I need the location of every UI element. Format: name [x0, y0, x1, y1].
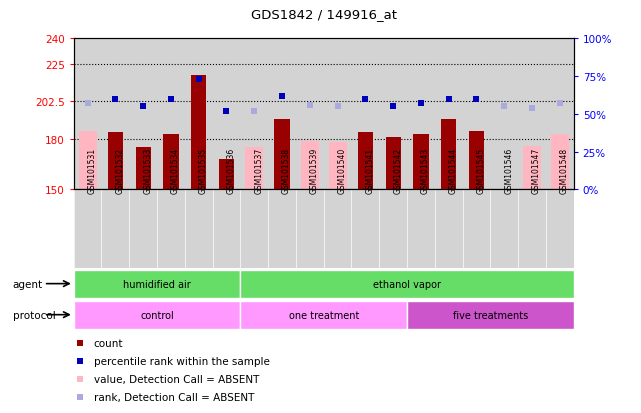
- Text: GSM101540: GSM101540: [338, 148, 347, 194]
- Bar: [551, 135, 569, 190]
- Text: control: control: [140, 310, 174, 320]
- Bar: [407, 301, 574, 329]
- Text: one treatment: one treatment: [288, 310, 359, 320]
- Text: ethanol vapor: ethanol vapor: [373, 279, 441, 289]
- Text: GSM101548: GSM101548: [560, 148, 569, 194]
- Text: GSM101543: GSM101543: [421, 148, 430, 194]
- Bar: [79, 131, 97, 190]
- Bar: [329, 143, 347, 190]
- Text: GSM101533: GSM101533: [143, 148, 152, 194]
- Bar: [246, 148, 263, 190]
- Text: GSM101531: GSM101531: [88, 148, 97, 194]
- Bar: [274, 120, 290, 190]
- Bar: [441, 120, 456, 190]
- Text: count: count: [94, 338, 123, 348]
- Bar: [413, 135, 429, 190]
- Bar: [385, 138, 401, 190]
- Bar: [74, 301, 240, 329]
- Text: five treatments: five treatments: [453, 310, 528, 320]
- Text: GSM101542: GSM101542: [393, 148, 402, 194]
- Bar: [135, 148, 151, 190]
- Bar: [163, 135, 179, 190]
- Text: value, Detection Call = ABSENT: value, Detection Call = ABSENT: [94, 374, 259, 384]
- Text: humidified air: humidified air: [123, 279, 191, 289]
- Bar: [301, 141, 319, 190]
- Text: percentile rank within the sample: percentile rank within the sample: [94, 356, 270, 366]
- Bar: [240, 270, 574, 298]
- Text: GSM101535: GSM101535: [199, 148, 208, 194]
- Bar: [74, 270, 240, 298]
- Text: GSM101541: GSM101541: [365, 148, 374, 194]
- Bar: [219, 160, 234, 190]
- Text: GSM101538: GSM101538: [282, 148, 291, 194]
- Text: GSM101536: GSM101536: [226, 148, 235, 194]
- Text: protocol: protocol: [13, 310, 56, 320]
- Text: GSM101544: GSM101544: [449, 148, 458, 194]
- Text: GSM101537: GSM101537: [254, 148, 263, 194]
- Text: rank, Detection Call = ABSENT: rank, Detection Call = ABSENT: [94, 392, 254, 402]
- Bar: [523, 147, 541, 190]
- Text: agent: agent: [13, 279, 43, 289]
- Text: GDS1842 / 149916_at: GDS1842 / 149916_at: [251, 8, 397, 21]
- Text: GSM101545: GSM101545: [476, 148, 485, 194]
- Bar: [108, 133, 123, 190]
- Bar: [191, 76, 206, 190]
- Text: GSM101532: GSM101532: [115, 148, 124, 194]
- Bar: [358, 133, 373, 190]
- Bar: [240, 301, 407, 329]
- Bar: [469, 131, 484, 190]
- Text: GSM101539: GSM101539: [310, 148, 319, 194]
- Text: GSM101546: GSM101546: [504, 148, 513, 194]
- Text: GSM101547: GSM101547: [532, 148, 541, 194]
- Text: GSM101534: GSM101534: [171, 148, 180, 194]
